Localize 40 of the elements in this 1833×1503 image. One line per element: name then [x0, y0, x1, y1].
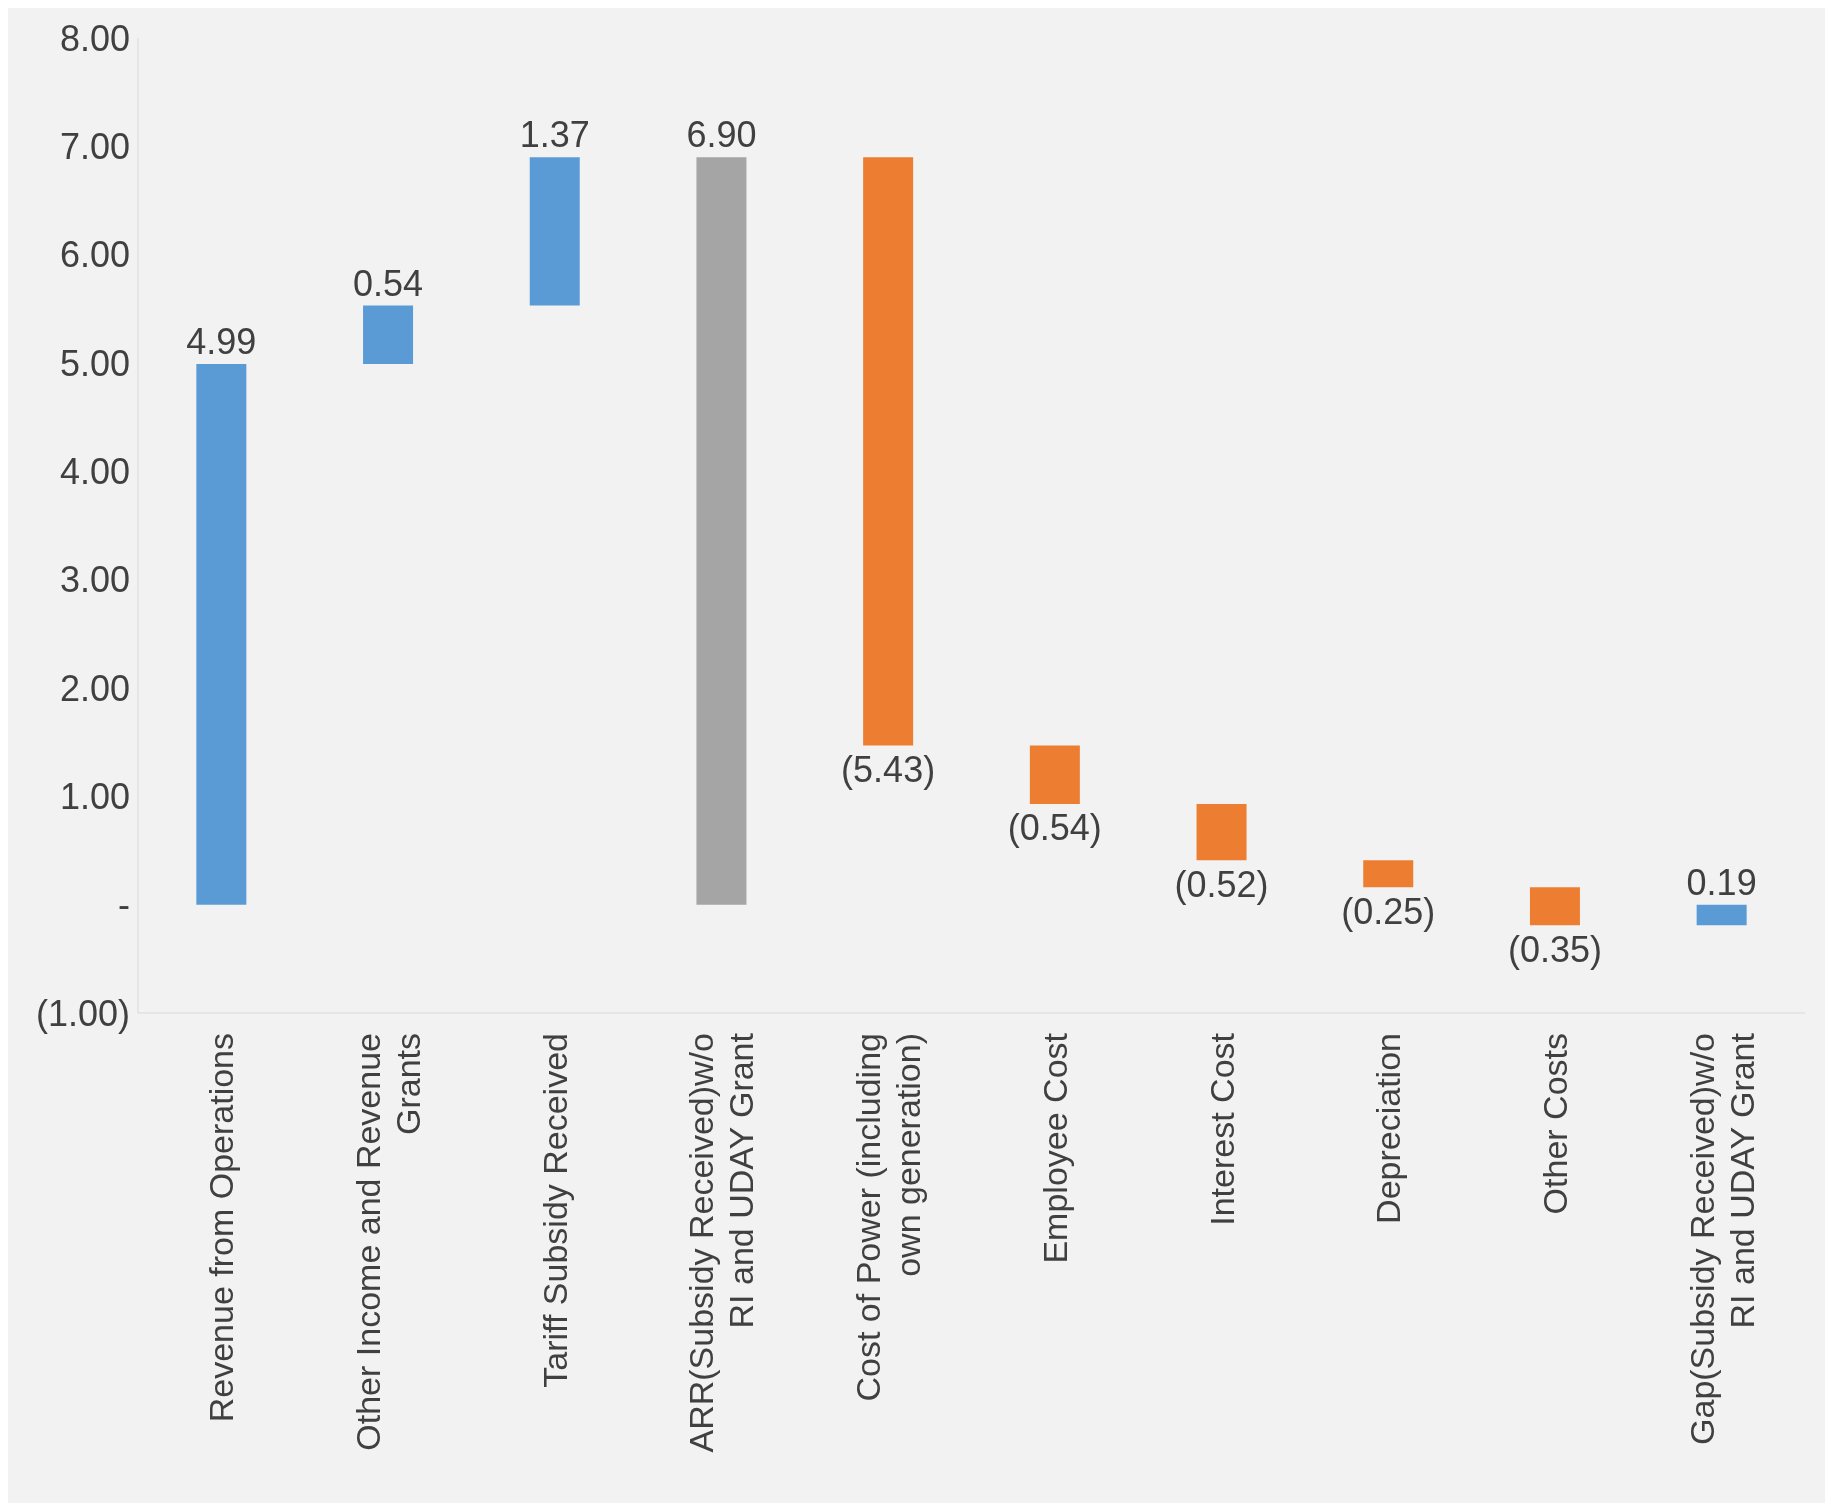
x-tick-label: Other Costs — [1535, 1033, 1574, 1215]
y-tick-label: 3.00 — [59, 559, 130, 601]
bar — [696, 157, 747, 905]
x-tick-label: Employee Cost — [1035, 1032, 1074, 1264]
y-tick-label: 5.00 — [59, 342, 130, 384]
bar — [1529, 887, 1580, 926]
bar — [1696, 904, 1747, 926]
x-tick-label: Gap(Subsidy Received)w/o RI and UDAY Grant — [1682, 1032, 1761, 1445]
bar — [1029, 745, 1080, 804]
x-tick-label: Depreciation — [1369, 1033, 1408, 1224]
data-label: 0.19 — [1686, 861, 1757, 903]
bar — [196, 364, 247, 905]
y-tick-label: 2.00 — [59, 667, 130, 709]
data-label: 1.37 — [519, 114, 590, 156]
x-tick-label: Tariff Subsidy Received — [535, 1033, 574, 1388]
x-tick-label: ARR(Subsidy Received)w/o RI and UDAY Grant — [682, 1032, 761, 1453]
x-tick-label: Cost of Power (including own generation) — [849, 1033, 928, 1402]
data-label: (0.25) — [1341, 890, 1436, 932]
bar — [363, 305, 414, 365]
data-label: 0.54 — [353, 262, 424, 304]
data-label: (0.52) — [1174, 863, 1269, 905]
data-label: (5.43) — [841, 748, 936, 790]
y-tick-label: - — [118, 884, 130, 926]
y-tick-label: 6.00 — [59, 234, 130, 276]
x-tick-label: Revenue from Operations — [202, 1033, 241, 1423]
y-tick-label: (1.00) — [35, 992, 130, 1034]
x-tick-label: Other Income and Revenue Grants — [349, 1033, 428, 1451]
y-tick-label: 1.00 — [59, 776, 130, 818]
x-tick-label: Interest Cost — [1202, 1032, 1241, 1226]
y-tick-label: 8.00 — [59, 17, 130, 59]
bar — [529, 157, 580, 306]
data-label: (0.54) — [1007, 807, 1102, 849]
bar — [1196, 803, 1247, 861]
data-label: (0.35) — [1507, 928, 1602, 970]
bar — [863, 157, 914, 746]
data-label: 6.90 — [686, 114, 757, 156]
y-tick-label: 4.00 — [59, 451, 130, 493]
y-tick-label: 7.00 — [59, 126, 130, 168]
data-label: 4.99 — [186, 321, 257, 363]
bar — [1363, 860, 1414, 888]
